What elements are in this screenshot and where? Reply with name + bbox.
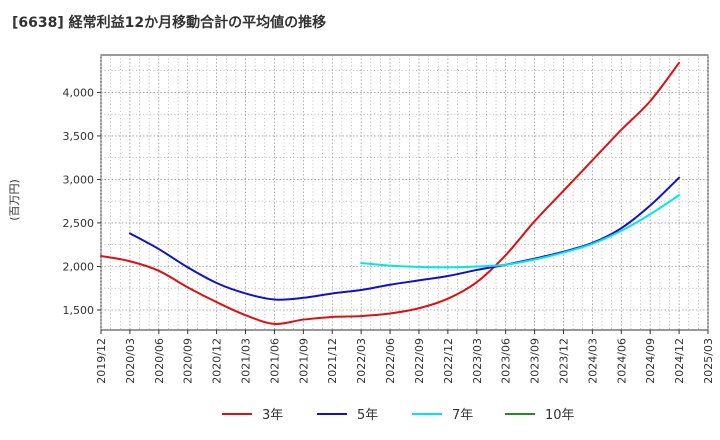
x-tick-label: 2022/09 xyxy=(413,338,426,384)
y-tick-label: 2,500 xyxy=(63,217,95,230)
x-tick-label: 2023/12 xyxy=(557,338,570,384)
x-tick-label: 2024/06 xyxy=(615,338,628,384)
series-lines xyxy=(100,61,681,325)
x-tick-label: 2024/12 xyxy=(673,338,686,384)
x-tick-label: 2022/06 xyxy=(384,338,397,384)
x-tick-label: 2021/09 xyxy=(297,338,310,384)
chart-title: [6638] 経常利益12か月移動合計の平均値の推移 xyxy=(12,15,327,31)
y-tick-label: 3,000 xyxy=(63,173,95,186)
x-tick-label: 2022/03 xyxy=(355,338,368,384)
x-tick-label: 2023/03 xyxy=(471,338,484,384)
y-tick-label: 1,500 xyxy=(63,304,95,317)
x-tick-label: 2022/12 xyxy=(442,338,455,384)
x-tick-label: 2025/03 xyxy=(702,338,715,384)
x-tick-label: 2024/03 xyxy=(586,338,599,384)
x-axis-ticks: 2019/12 2020/03 2020/06 2020/09 2020/12 2021/… xyxy=(95,330,715,384)
legend-label: 3年 xyxy=(262,408,283,423)
y-tick-label: 4,000 xyxy=(63,86,95,99)
y-tick-label: 2,000 xyxy=(63,260,95,273)
legend-label: 5年 xyxy=(357,408,378,423)
x-tick-label: 2020/06 xyxy=(153,338,166,384)
x-tick-label: 2021/06 xyxy=(268,338,281,384)
y-axis-ticks: 1,500 2,000 2,500 3,000 3,500 4,000 xyxy=(63,86,101,317)
series-line-3年 xyxy=(100,61,681,325)
x-tick-label: 2019/12 xyxy=(95,338,108,384)
x-tick-label: 2021/03 xyxy=(240,338,253,384)
x-tick-label: 2023/09 xyxy=(529,338,542,384)
legend-label: 10年 xyxy=(545,408,575,423)
y-tick-label: 3,500 xyxy=(63,130,95,143)
legend-label: 7年 xyxy=(452,408,473,423)
x-tick-label: 2020/03 xyxy=(124,338,137,384)
x-tick-label: 2020/09 xyxy=(182,338,195,384)
x-tick-label: 2020/12 xyxy=(211,338,224,384)
series-line-7年 xyxy=(360,194,681,269)
x-tick-label: 2024/09 xyxy=(644,338,657,384)
x-tick-label: 2021/12 xyxy=(326,338,339,384)
grid xyxy=(100,55,709,330)
y-axis-label: (百万円) xyxy=(8,179,21,221)
x-tick-label: 2023/06 xyxy=(500,338,513,384)
legend: 3年 5年 7年 10年 xyxy=(222,408,575,423)
